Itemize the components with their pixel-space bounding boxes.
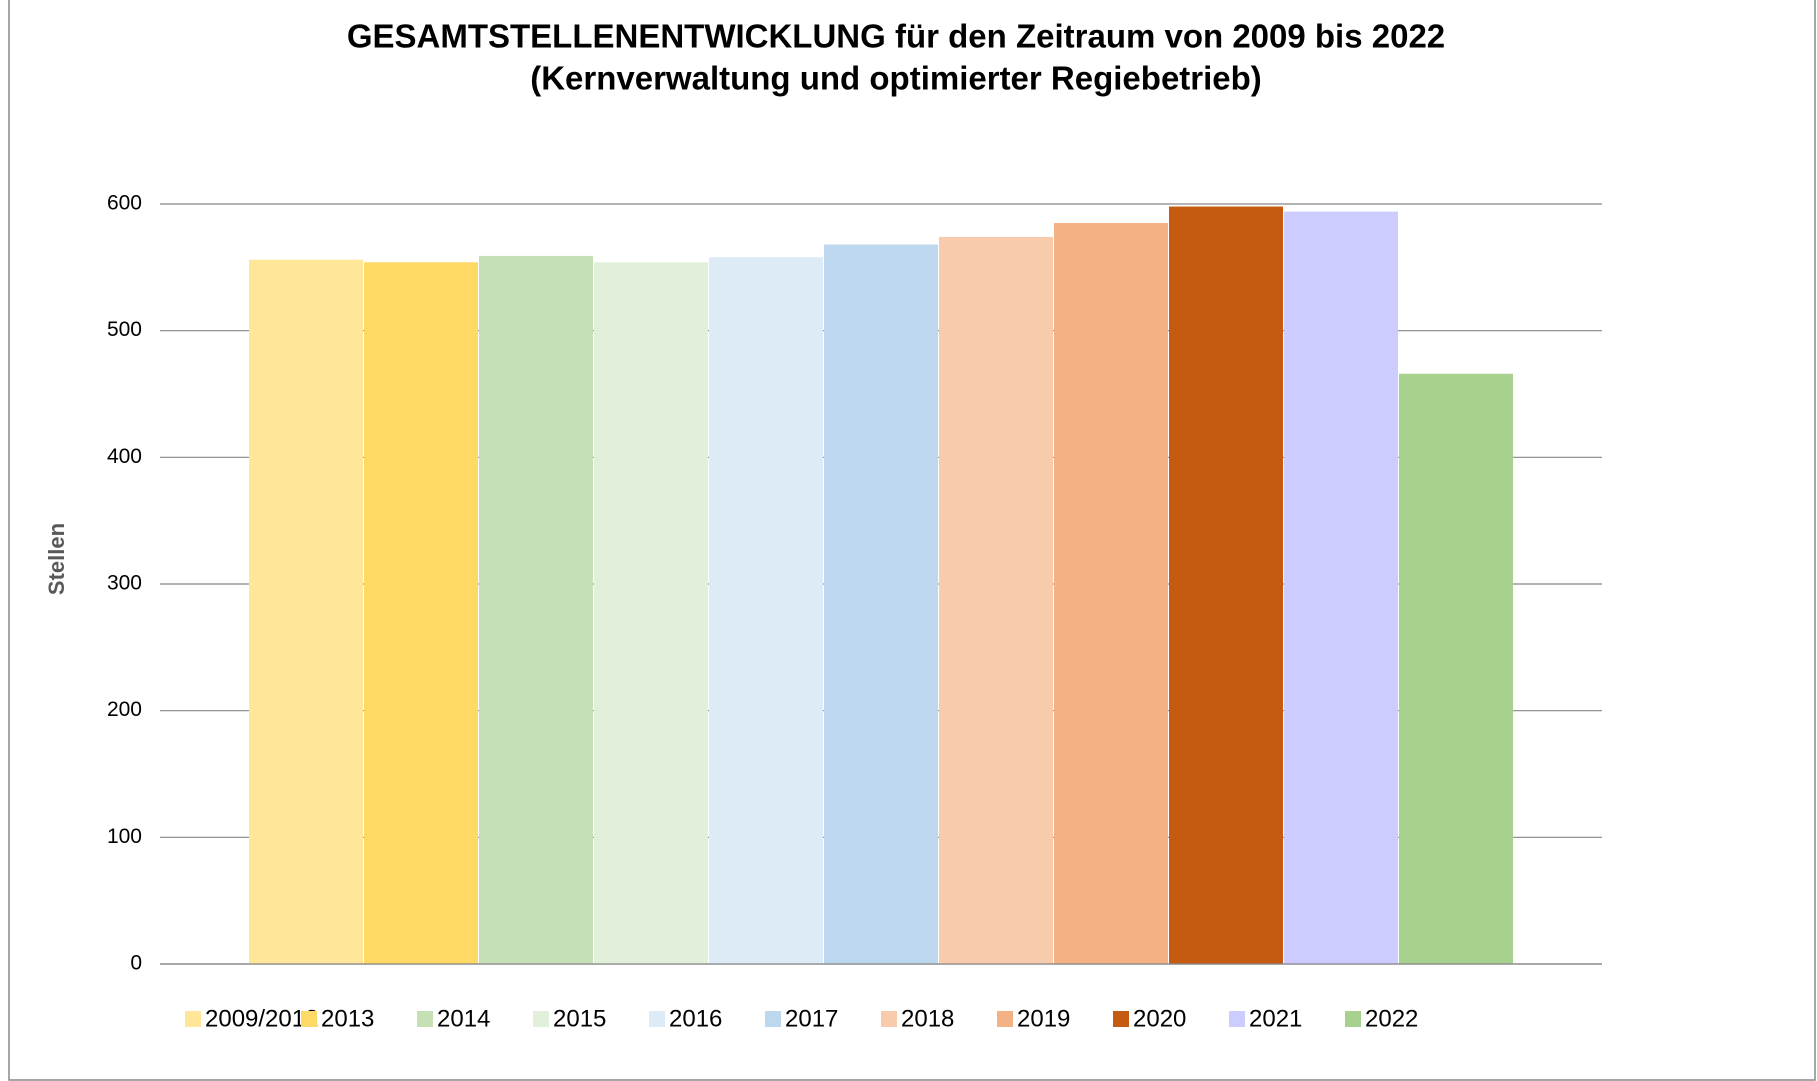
bar: [1284, 211, 1398, 965]
legend-label: 2013: [321, 1005, 374, 1032]
legend-swatch: [301, 1011, 317, 1027]
legend-label: 2018: [901, 1005, 954, 1032]
y-tick-label: 100: [107, 825, 142, 848]
bar: [479, 255, 593, 964]
legend-swatch: [1229, 1011, 1245, 1027]
legend-label: 2019: [1017, 1005, 1070, 1032]
chart-title: GESAMTSTELLENENTWICKLUNG für den Zeitrau…: [347, 18, 1445, 55]
y-tick-label: 600: [107, 192, 142, 215]
legend-swatch: [1113, 1011, 1129, 1027]
legend-label: 2022: [1365, 1005, 1418, 1032]
legend-label: 2021: [1249, 1005, 1302, 1032]
bar: [824, 244, 938, 965]
bar: [1169, 206, 1283, 965]
legend-label: 2017: [785, 1005, 838, 1032]
y-axis-label: Stellen: [44, 523, 69, 595]
chart-subtitle: (Kernverwaltung und optimierter Regiebet…: [530, 60, 1262, 97]
legend-label: 2014: [437, 1005, 490, 1032]
legend-swatch: [881, 1011, 897, 1027]
y-tick-label: 400: [107, 445, 142, 468]
legend-swatch: [765, 1011, 781, 1027]
legend-swatch: [1345, 1011, 1361, 1027]
legend-label: 2016: [669, 1005, 722, 1032]
y-tick-label: 500: [107, 318, 142, 341]
bar: [1399, 373, 1513, 964]
bar: [594, 262, 708, 964]
legend-swatch: [185, 1011, 201, 1027]
legend-label: 2020: [1133, 1005, 1186, 1032]
legend-swatch: [417, 1011, 433, 1027]
legend-label: 2015: [553, 1005, 606, 1032]
y-tick-label: 300: [107, 572, 142, 595]
legend-swatch: [997, 1011, 1013, 1027]
bar: [1054, 223, 1168, 964]
bar: [364, 262, 478, 964]
bar: [249, 259, 363, 964]
legend-swatch: [533, 1011, 549, 1027]
bar: [939, 236, 1053, 964]
legend-label: 2009/2012: [205, 1005, 318, 1032]
y-tick-label: 0: [130, 952, 142, 975]
legend-swatch: [649, 1011, 665, 1027]
y-tick-label: 200: [107, 698, 142, 721]
bar: [709, 257, 823, 964]
